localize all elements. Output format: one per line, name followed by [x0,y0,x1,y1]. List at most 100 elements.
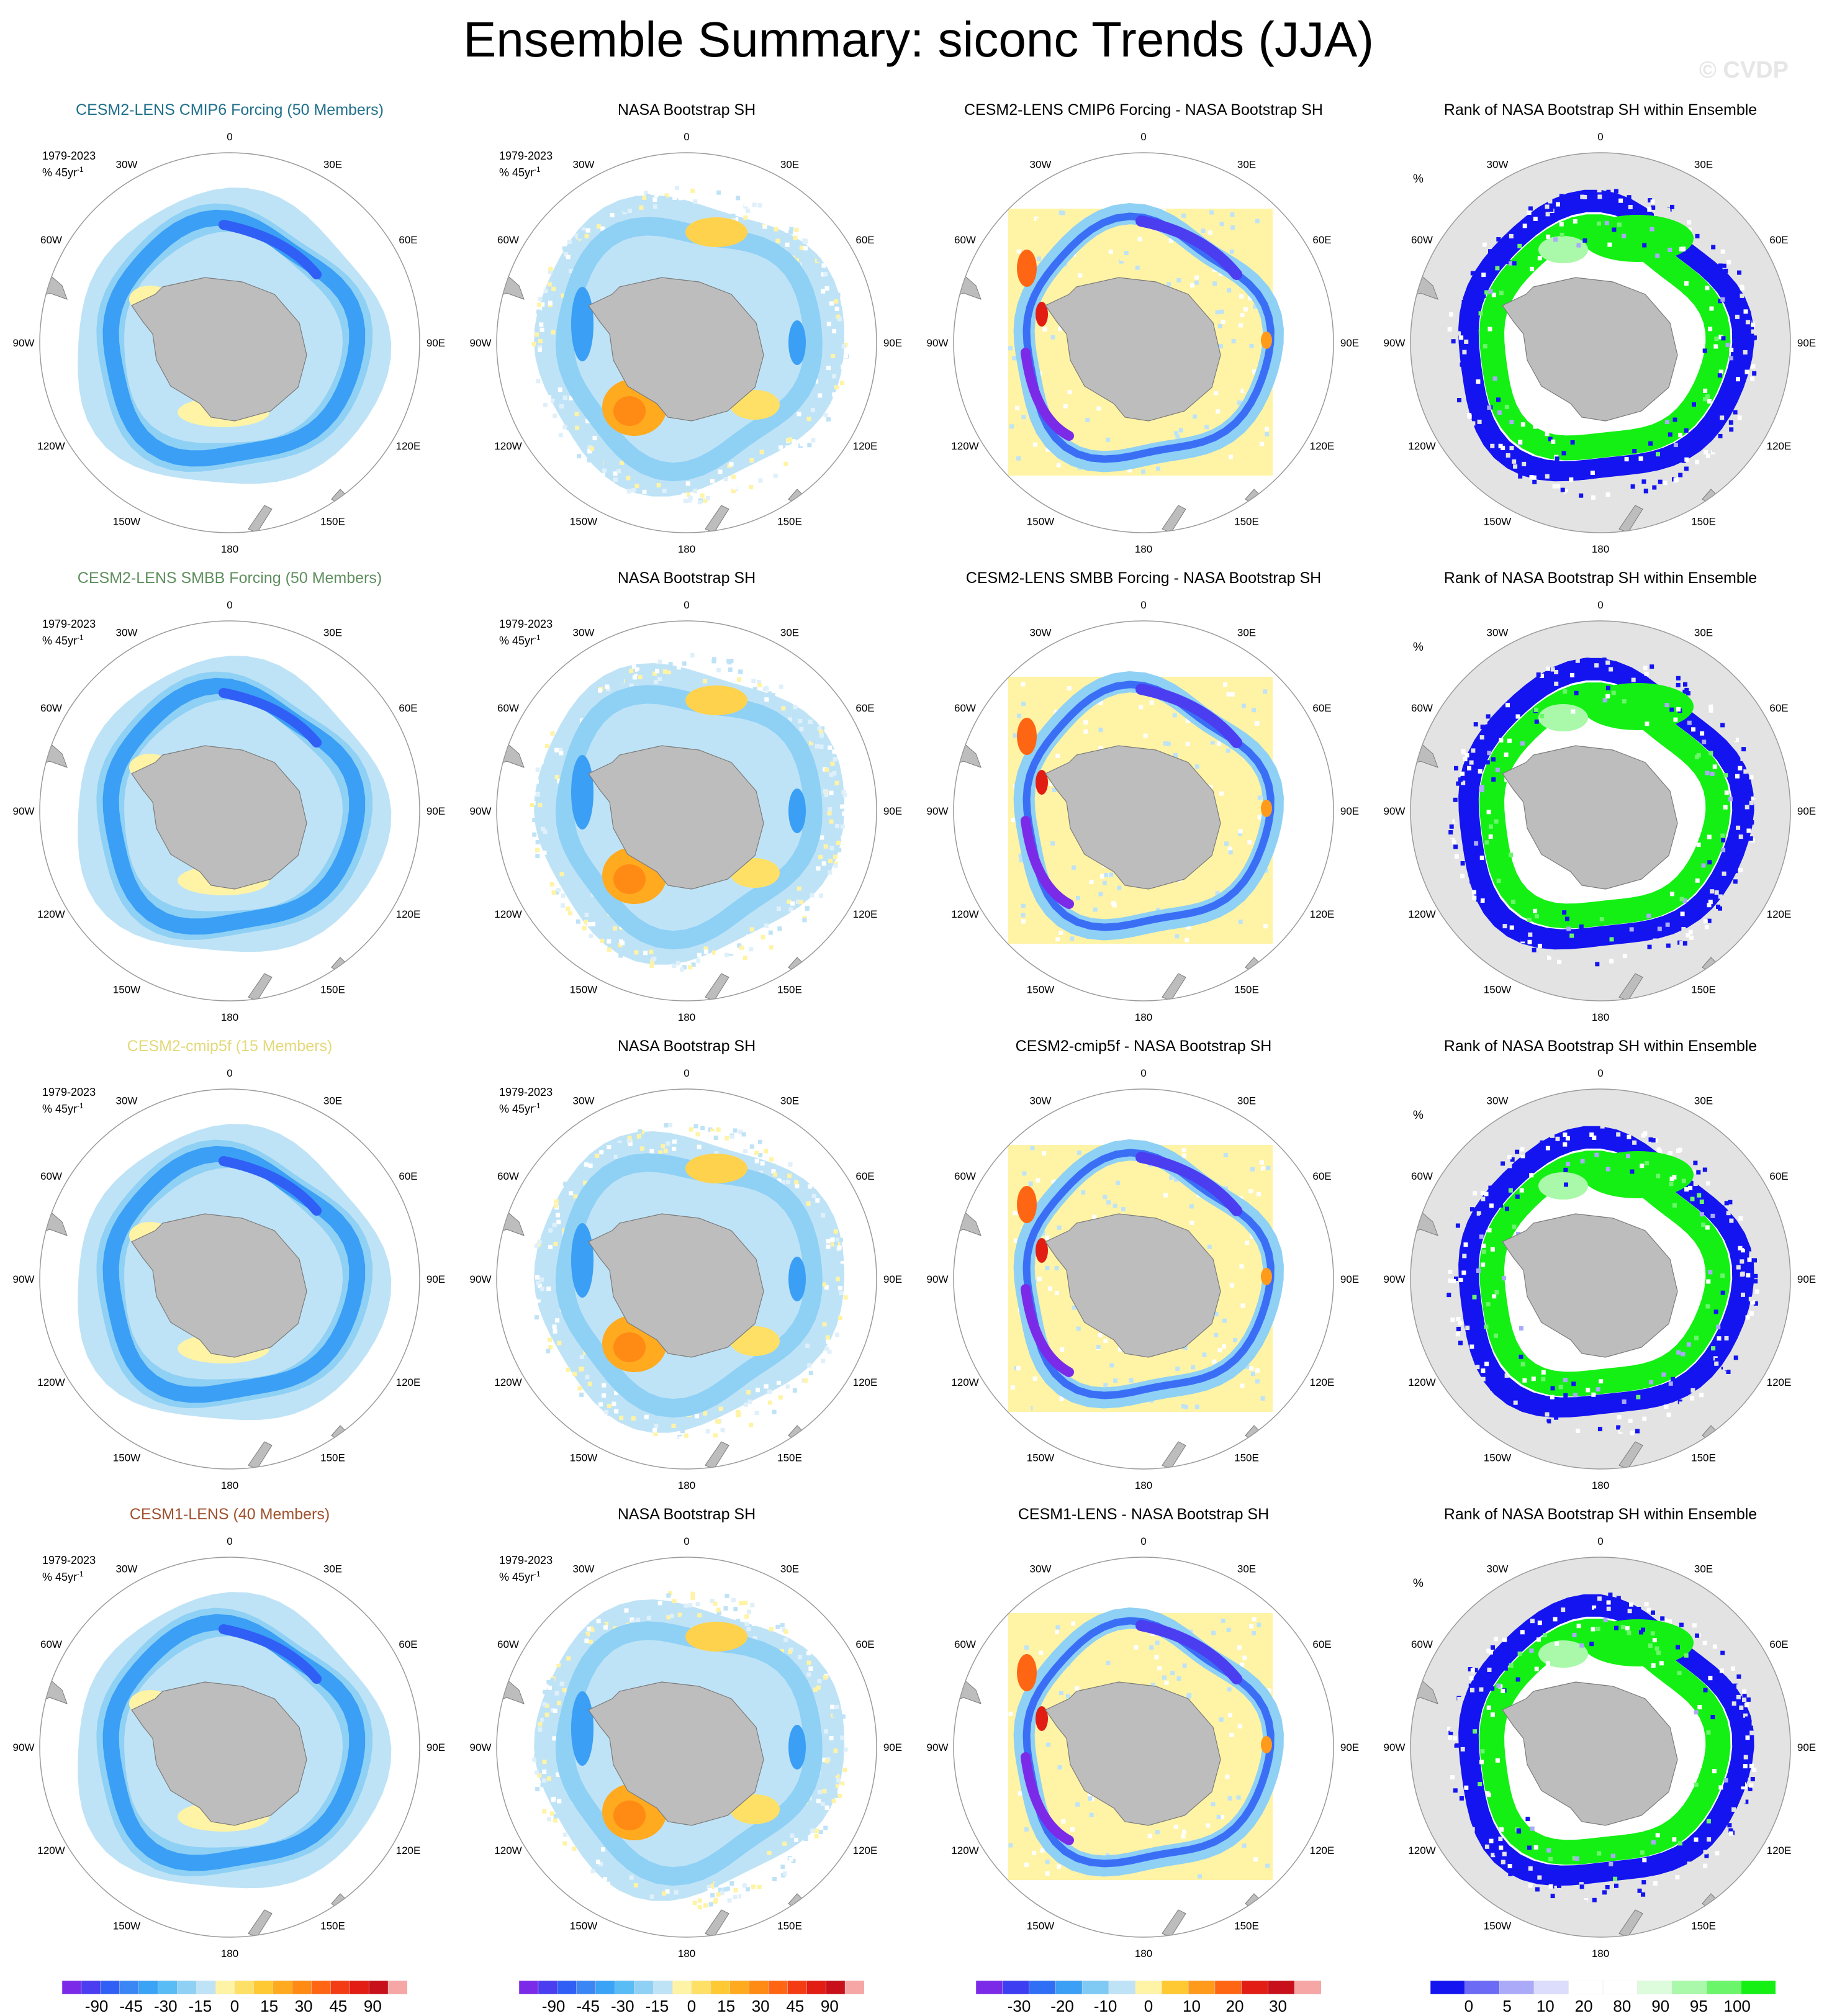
longitude-label: 150W [1484,984,1511,996]
map-panel: Rank of NASA Bootstrap SH within Ensembl… [1371,1036,1830,1504]
units-text: % 45yr [499,635,535,647]
panel-title: Rank of NASA Bootstrap SH within Ensembl… [1443,1037,1758,1055]
colorbar-box [1029,1980,1057,1995]
longitude-label: 30W [1030,1095,1052,1107]
polar-map: 0 30E 60E 90E 120E 150E 180 150W 120W 90W 60W 30W [13,599,446,1023]
longitude-label: 60E [1312,234,1331,246]
colorbar-box [1002,1980,1030,1995]
longitude-label: 30E [1237,1095,1256,1107]
longitude-label: 120W [37,1845,65,1856]
polar-map: 0 30E 60E 90E 120E 150E 180 150W 120W 90W 60W 30W [1384,599,1817,1023]
period-units-label: 1979-2023% 45yr-1 [42,1085,96,1116]
antarctica-land [1045,1681,1221,1826]
map-boundary [39,1088,420,1470]
longitude-label: 90W [1384,805,1406,817]
map-boundary [1410,152,1791,533]
map-content [497,1590,848,1937]
longitude-label: 30W [573,1095,595,1107]
longitude-label: 120E [1310,1845,1335,1856]
colorbar-box [273,1980,293,1995]
longitude-label: 150E [777,516,802,528]
longitude-label: 120W [1408,1376,1435,1388]
map-boundary [1410,620,1791,1001]
units-text: % 45yr [42,1103,78,1115]
period-label: 1979-2023 [42,1554,96,1566]
longitude-label: 120W [951,1845,978,1856]
colorbar-box [595,1980,616,1995]
polar-map: 0 30E 60E 90E 120E 150E 180 150W 120W 90W 60W 30W [927,1535,1360,1959]
period-units-label: 1979-2023% 45yr-1 [499,149,553,179]
longitude-label: 120W [494,908,521,920]
map-content [497,653,847,1001]
colorbar-box [518,1980,539,1995]
polar-map: 0 30E 60E 90E 120E 150E 180 150W 120W 90W 60W 30W [927,599,1360,1023]
longitude-label: 90E [1340,337,1359,349]
colorbar-box [196,1980,216,1995]
rank-units-label: % [1413,641,1424,654]
longitude-label: 60W [954,1170,976,1182]
colorbar-tick-label: -90 [541,1997,566,2015]
longitude-label: 90W [927,805,949,817]
negative-difference-ring [1022,1149,1275,1399]
longitude-label: 60E [399,234,417,246]
colorbar-box [615,1980,635,1995]
longitude-label: 120W [37,440,65,452]
map-panel: CESM2-LENS CMIP6 Forcing - NASA Bootstra… [914,99,1373,568]
colorbar-boxes [975,1980,1322,1995]
negative-difference-ring [1022,212,1275,463]
colorbar-box [1241,1980,1269,1995]
polar-map: 0 30E 60E 90E 120E 150E 180 150W 120W 90W 60W 30W [1384,1067,1817,1491]
longitude-label: 30E [780,627,799,639]
period-label: 1979-2023 [499,150,553,162]
colorbar: 0 5 10 20 80 90 95 100 [1430,1980,1776,2015]
colorbar-box [710,1980,731,1995]
longitude-label: 180 [1135,1011,1152,1023]
longitude-label: 30W [116,627,138,639]
colorbar-box [1430,1980,1466,1995]
longitude-label: 60E [1312,1639,1331,1650]
units-label: % 45yr-1 [499,1099,553,1116]
colorbar-box [1294,1980,1322,1995]
longitude-label: 150E [320,1452,345,1464]
map-boundary [1410,1557,1791,1938]
units-exponent: -1 [77,633,84,642]
longitude-label: 120E [396,1845,421,1856]
colorbar-box [672,1980,692,1995]
colorbar-tick-label: -30 [611,1997,634,2015]
strong-loss-streak [219,1624,322,1684]
longitude-label: 120E [853,1845,878,1856]
longitude-label: 90W [1384,1273,1406,1285]
period-units-label: 1979-2023% 45yr-1 [42,617,96,648]
longitude-label: 60E [399,702,417,714]
panel-title: CESM2-LENS SMBB Forcing (50 Members) [77,569,382,587]
map-content [1410,621,1790,1001]
panel-title: Rank of NASA Bootstrap SH within Ensembl… [1443,1506,1758,1523]
units-text: % 45yr [42,1571,78,1583]
panel-title: NASA Bootstrap SH [617,101,756,119]
colorbar-box [1108,1980,1136,1995]
colorbar-box [234,1980,255,1995]
longitude-label: 60E [855,702,874,714]
longitude-label: 0 [1597,131,1603,143]
longitude-label: 180 [1135,1948,1152,1959]
longitude-label: 30W [1487,627,1509,639]
map-boundary [953,152,1334,533]
longitude-label: 90E [883,1273,902,1285]
panel-title: CESM2-LENS CMIP6 Forcing (50 Members) [76,101,384,119]
longitude-label: 150W [570,984,597,996]
longitude-label: 60W [40,234,62,246]
colorbar-tick-label: -30 [1007,1997,1031,2015]
longitude-label: 60W [1411,234,1433,246]
longitude-label: 150W [1484,1452,1511,1464]
colorbar-box [806,1980,826,1995]
antarctica-land [1502,745,1678,890]
colorbar-box [253,1980,274,1995]
longitude-label: 120W [494,440,521,452]
negative-trend-patch [571,755,594,829]
colorbar-boxes [1430,1980,1776,1995]
longitude-label: 120W [951,1376,978,1388]
longitude-label: 60E [1769,702,1788,714]
longitude-label: 60E [399,1170,417,1182]
map-panel: CESM2-cmip5f - NASA Bootstrap SH 0 30E 60E 9… [914,1036,1373,1504]
antarctica-land [588,1681,764,1826]
